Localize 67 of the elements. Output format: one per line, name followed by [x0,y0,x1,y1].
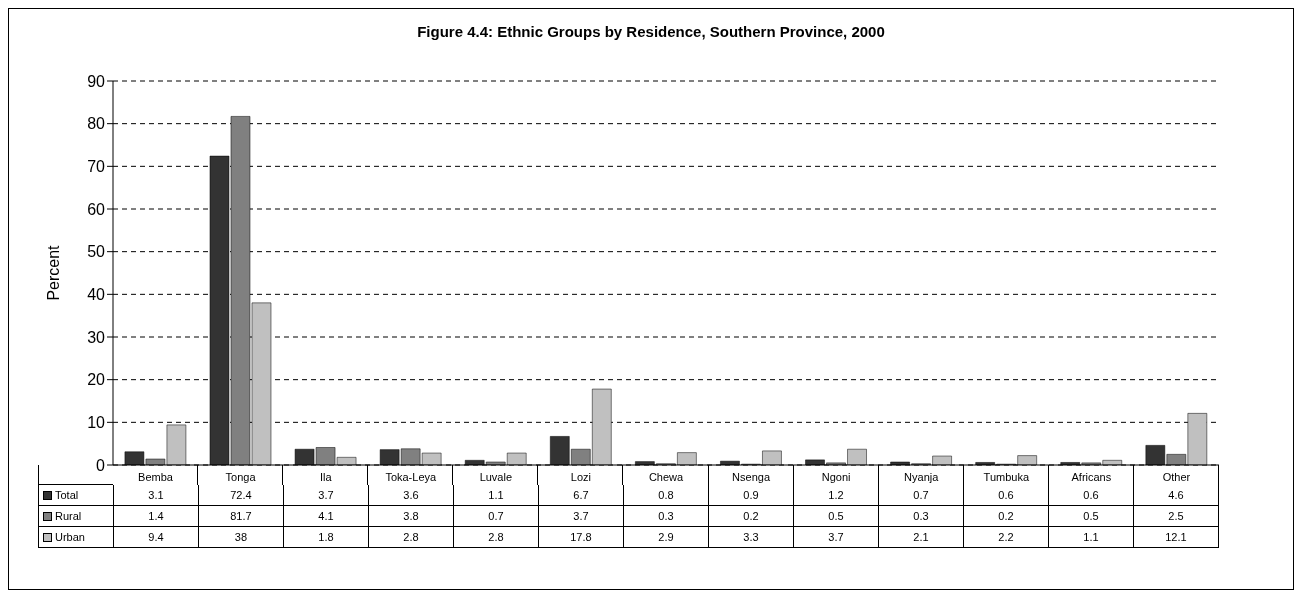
data-label: 2.9 [623,527,709,547]
chart-title: Figure 4.4: Ethnic Groups by Residence, Southern Province, 2000 [416,23,886,40]
y-tick-label: 90 [87,72,106,90]
data-label: 3.3 [708,527,794,547]
data-label: 1.4 [113,506,199,526]
data-label: 0.6 [1048,485,1134,505]
y-tick-label: 10 [87,414,106,432]
y-tick-label: 70 [87,158,106,176]
x-tick-label: Ila [319,470,333,483]
data-label: 0.2 [708,506,794,526]
data-label: 0.7 [878,485,964,505]
data-label: 9.4 [113,527,199,547]
x-tick-label: Nyanja [904,470,940,483]
data-label: 4.1 [283,506,369,526]
data-label: 17.8 [538,527,624,547]
x-tick-label: Luvale [479,470,513,483]
data-label: 3.6 [368,485,454,505]
x-tick-label: Other [1162,470,1191,483]
x-tick-label: Toka-Leya [385,470,438,483]
data-label: 2.2 [963,527,1049,547]
data-label: 3.8 [368,506,454,526]
x-tick-label: Africans [1071,470,1112,483]
x-tick-label: Nsenga [732,470,771,483]
x-tick-label: Tonga [225,470,257,483]
y-tick-label: 20 [87,371,106,389]
x-tick-label: Chewa [648,470,684,483]
data-label: 2.8 [453,527,539,547]
data-label: 81.7 [198,506,284,526]
data-label: 6.7 [538,485,624,505]
data-label: 0.5 [793,506,879,526]
data-label: 38 [198,527,284,547]
y-tick-label: 40 [87,286,106,304]
y-tick-label: 50 [87,243,106,261]
y-tick-label: 60 [87,200,106,218]
data-label: 1.1 [453,485,539,505]
data-label: 3.7 [538,506,624,526]
data-label: 0.5 [1048,506,1134,526]
data-label: 0.9 [708,485,794,505]
data-label: 0.3 [878,506,964,526]
data-label: 3.7 [283,485,369,505]
data-label: 4.6 [1133,485,1219,505]
x-tick-label: Tumbuka [983,470,1030,483]
x-tick-label: Lozi [570,470,592,483]
y-tick-label: 0 [96,456,106,474]
data-label: 1.2 [793,485,879,505]
legend-label: Rural [55,510,82,522]
data-label: 3.1 [113,485,199,505]
data-label: 1.8 [283,527,369,547]
y-axis-title: Percent [44,244,62,301]
data-label: 1.1 [1048,527,1134,547]
x-tick-label: Bemba [138,470,174,483]
data-label: 2.1 [878,527,964,547]
data-label: 3.7 [793,527,879,547]
data-label: 2.8 [368,527,454,547]
data-label: 12.1 [1133,527,1219,547]
legend-label: Urban [55,531,85,543]
data-label: 72.4 [198,485,284,505]
data-label: 0.2 [963,506,1049,526]
data-label: 0.7 [453,506,539,526]
data-label: 0.3 [623,506,709,526]
data-label: 0.6 [963,485,1049,505]
y-tick-label: 80 [87,115,106,133]
data-label: 0.8 [623,485,709,505]
x-tick-label: Ngoni [821,470,851,483]
data-label: 2.5 [1133,506,1219,526]
legend-label: Total [55,489,79,501]
y-tick-label: 30 [87,328,106,346]
